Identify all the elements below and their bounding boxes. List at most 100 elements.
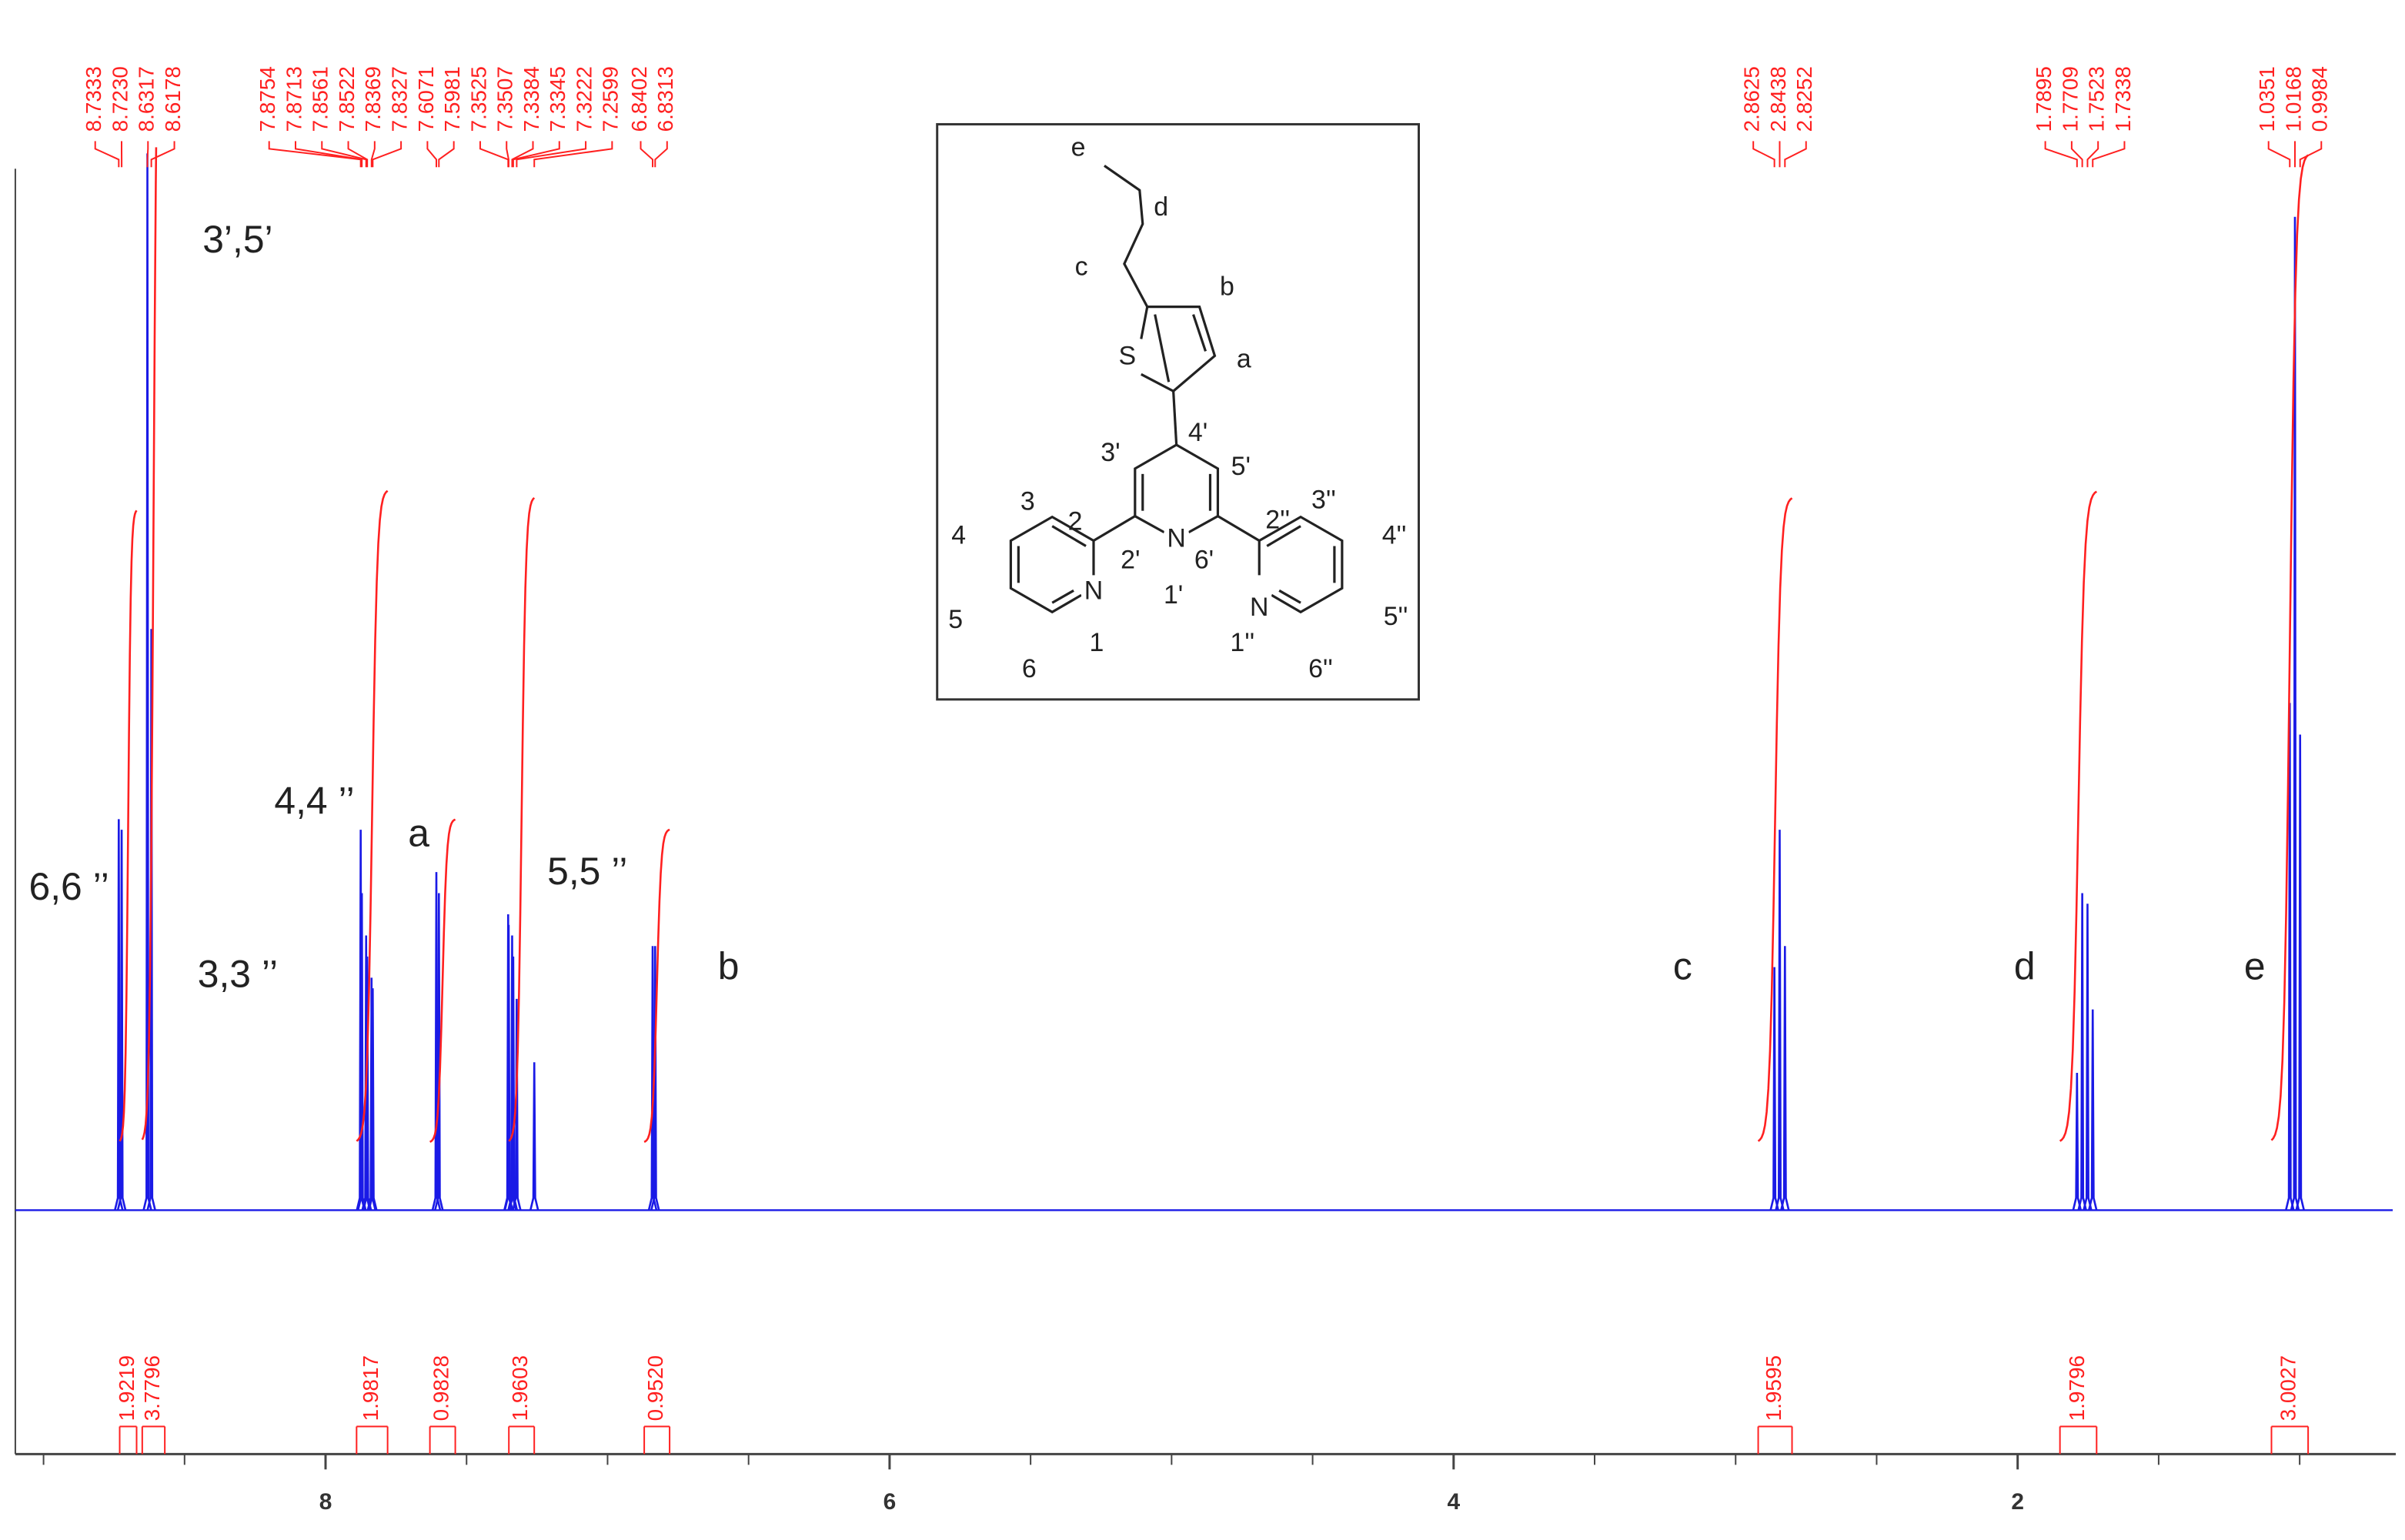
structure-label: 4'' xyxy=(1382,521,1407,550)
structure: e d c b a S 3' 4' 5' 3 2 2'' 3'' 4 N 2' 6' N 4'' 5 1' 1'' 5'' 6… xyxy=(936,122,1421,701)
peak xyxy=(650,946,660,1211)
peak-label-leader xyxy=(426,141,437,168)
peak xyxy=(361,935,371,1211)
structure-label: 6'' xyxy=(1308,654,1333,683)
peak-label-leader xyxy=(2070,141,2083,168)
double-bond xyxy=(1192,314,1207,352)
peak xyxy=(2295,734,2305,1211)
peak-label: 7.8561 xyxy=(309,66,332,132)
integral-curve xyxy=(643,828,670,1143)
peak xyxy=(2077,893,2087,1211)
structure-label: 2' xyxy=(1121,545,1140,574)
peak xyxy=(2087,1009,2098,1211)
peak-label-leader xyxy=(506,141,509,168)
integral-label: 0.9520 xyxy=(643,1355,667,1421)
integral-label: 1.9796 xyxy=(2065,1355,2089,1421)
double-bond xyxy=(1154,314,1171,382)
peak-annotation: 3,3 ’’ xyxy=(198,953,278,996)
peak-annotation: 3’,5’ xyxy=(202,218,272,261)
peak-label: 7.3384 xyxy=(519,66,543,132)
peak-label: 6.8402 xyxy=(627,66,651,132)
structure-label: 3' xyxy=(1101,438,1120,467)
structure-label: a xyxy=(1237,344,1251,373)
peak xyxy=(647,946,658,1211)
peak-annotation: 5,5 ’’ xyxy=(547,850,627,893)
peak-label-leader xyxy=(479,141,509,168)
peak-label-leader xyxy=(640,141,654,168)
peak-label: 2.8252 xyxy=(1792,66,1816,132)
peak-label: 1.0351 xyxy=(2255,66,2279,132)
integral-label: 1.9219 xyxy=(115,1355,139,1421)
peak-label: 7.6071 xyxy=(414,66,438,132)
structure-label: 3'' xyxy=(1311,486,1336,515)
double-bond xyxy=(1051,525,1087,547)
peak xyxy=(146,629,156,1211)
peak xyxy=(434,893,444,1211)
label-background xyxy=(1247,593,1272,625)
peak-annotation: 6,6 ’’ xyxy=(29,865,109,908)
peak-label: 7.5981 xyxy=(440,66,464,132)
peak-label: 7.2599 xyxy=(599,66,623,132)
structure-label: 5 xyxy=(948,605,963,634)
structure-label: e xyxy=(1071,132,1086,162)
integral-label: 1.9603 xyxy=(508,1355,532,1421)
peak xyxy=(1769,967,1779,1211)
peak-annotation: e xyxy=(2244,945,2266,988)
peak-annotation: 4,4 ’’ xyxy=(274,780,354,823)
peak-label-leader xyxy=(370,141,376,168)
peak-label-leader xyxy=(438,141,455,168)
integral-label: 0.9828 xyxy=(429,1355,453,1421)
peak-label: 1.7895 xyxy=(2032,66,2056,132)
bond xyxy=(1217,515,1261,542)
double-bond xyxy=(1278,589,1301,604)
peak xyxy=(2285,703,2295,1211)
peak-label-leader xyxy=(511,141,534,168)
peak-label: 7.3525 xyxy=(466,66,490,132)
peak-label: 0.9984 xyxy=(2308,66,2332,132)
integral-curve xyxy=(356,489,389,1142)
ring-bond xyxy=(1258,515,1344,614)
peak xyxy=(431,872,442,1211)
thiophene-bond xyxy=(1140,306,1217,393)
peak-label-leader xyxy=(533,141,613,168)
peak-label: 8.6317 xyxy=(135,66,159,132)
integral-label: 1.9817 xyxy=(359,1355,382,1421)
integral-curve xyxy=(119,509,138,1142)
peak-label: 7.8369 xyxy=(361,66,385,132)
peak-label-leader xyxy=(372,141,403,168)
structure-label: 4' xyxy=(1188,418,1208,447)
peak xyxy=(512,998,522,1211)
integral-curve xyxy=(1757,497,1793,1142)
integral-curve xyxy=(2270,154,2310,1141)
double-bond xyxy=(1051,589,1074,604)
ring-bond xyxy=(1175,443,1220,533)
peak-label: 7.3222 xyxy=(572,66,596,132)
x-tick-label: 2 xyxy=(2011,1489,2024,1515)
peak-label: 1.7523 xyxy=(2085,66,2109,132)
peak-label: 2.8438 xyxy=(1766,66,1790,132)
structure-label: 1 xyxy=(1090,628,1104,657)
peak-label-leader xyxy=(2299,141,2323,168)
structure-label: N xyxy=(1250,593,1268,622)
peak xyxy=(2072,1072,2083,1211)
peak-label: 8.7230 xyxy=(108,66,132,132)
peak xyxy=(2290,216,2300,1211)
double-bond xyxy=(1266,525,1301,547)
peak-label: 7.8713 xyxy=(282,66,306,132)
integral-curve xyxy=(508,496,536,1142)
peak-annotation: c xyxy=(1673,945,1692,988)
peak xyxy=(529,1062,539,1211)
structure-label: d xyxy=(1154,192,1168,222)
structure-label: 3 xyxy=(1020,487,1035,516)
structure-label: N xyxy=(1084,576,1103,605)
peak-label-leader xyxy=(321,141,367,168)
peak-label-leader xyxy=(294,141,363,168)
peak xyxy=(1780,946,1790,1211)
peak-label-leader xyxy=(2092,141,2126,168)
peak-label-leader xyxy=(94,141,120,168)
peak xyxy=(368,988,378,1211)
structure-label: 2'' xyxy=(1265,506,1290,535)
peak-label: 1.7709 xyxy=(2058,66,2082,132)
